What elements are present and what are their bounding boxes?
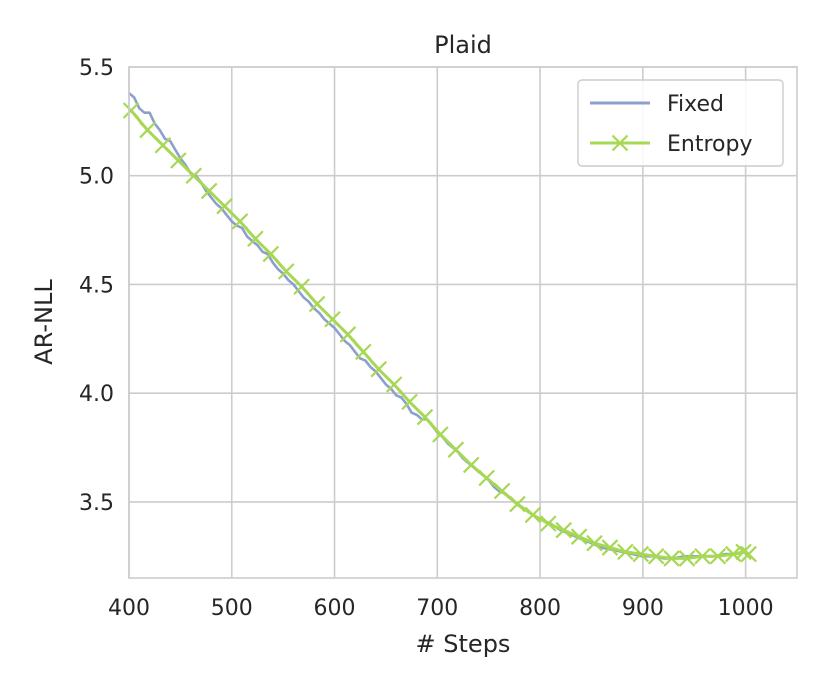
data-point-entropy: [293, 278, 310, 295]
data-point-entropy: [370, 360, 388, 378]
data-point-entropy: [324, 310, 341, 328]
chart-title: Plaid: [434, 31, 492, 59]
data-point-entropy: [678, 550, 696, 567]
data-point-entropy: [416, 408, 434, 426]
data-point-entropy: [262, 245, 280, 263]
data-point-entropy: [200, 182, 218, 200]
data-point-entropy: [432, 426, 449, 443]
data-point-entropy: [601, 539, 619, 556]
data-point-entropy: [524, 506, 542, 524]
data-point-entropy: [339, 326, 357, 343]
data-point-entropy: [277, 263, 295, 280]
x-tick-label: 500: [211, 596, 253, 621]
data-point-entropy: [647, 547, 665, 565]
data-point-entropy: [478, 469, 495, 487]
data-point-entropy: [735, 543, 752, 561]
data-point-entropy: [709, 547, 727, 565]
legend-marker-entropy: [611, 134, 629, 152]
data-point-entropy: [308, 295, 326, 313]
x-tick-label: 400: [108, 596, 150, 621]
x-axis-label: # Steps: [416, 630, 511, 658]
data-point-entropy: [617, 543, 634, 561]
data-point-entropy: [694, 547, 711, 565]
plot-series: [122, 92, 757, 567]
data-point-entropy: [231, 213, 249, 230]
legend-label-entropy: Entropy: [667, 132, 752, 157]
y-axis-label: AR-NLL: [30, 279, 58, 365]
plot-frame: [128, 66, 798, 579]
y-tick-label: 3.5: [79, 491, 114, 516]
y-tick-label: 4.0: [79, 382, 114, 407]
y-tick-labels: 3.5 4.0 4.5 5.0 5.5: [79, 56, 114, 516]
data-point-entropy: [355, 343, 372, 361]
data-point-entropy: [509, 495, 526, 513]
data-point-entropy: [401, 393, 418, 411]
data-point-entropy: [154, 137, 172, 154]
x-tick-label: 600: [314, 596, 356, 621]
data-point-entropy: [185, 167, 203, 185]
data-point-entropy: [139, 121, 156, 139]
x-tick-label: 800: [519, 596, 561, 621]
series-entropy: [122, 102, 757, 567]
data-point-entropy: [555, 521, 572, 539]
data-point-entropy: [725, 545, 742, 563]
data-point-entropy: [447, 441, 465, 458]
data-point-entropy: [740, 545, 757, 563]
data-point-entropy: [170, 152, 187, 169]
data-point-entropy: [493, 482, 511, 500]
data-point-entropy: [122, 102, 140, 119]
x-tick-label: 900: [622, 596, 664, 621]
x-tick-label: 1000: [718, 596, 774, 621]
y-tick-label: 4.5: [79, 273, 114, 298]
data-point-entropy: [385, 376, 403, 393]
data-point-entropy: [663, 550, 680, 567]
data-point-entropy: [632, 545, 650, 563]
data-point-entropy: [540, 515, 557, 532]
x-tick-label: 700: [416, 596, 458, 621]
data-point-entropy: [462, 456, 480, 474]
y-tick-label: 5.5: [79, 56, 114, 81]
data-point-entropy: [247, 230, 264, 248]
legend: Fixed Entropy: [577, 79, 784, 167]
series-line-entropy: [129, 109, 750, 560]
data-point-entropy: [216, 197, 233, 215]
y-tick-label: 5.0: [79, 165, 114, 190]
x-tick-labels: 400 500 600 700 800 900 1000: [108, 596, 774, 621]
legend-label-fixed: Fixed: [667, 92, 724, 117]
data-point-entropy: [570, 528, 588, 545]
data-point-entropy: [586, 534, 603, 552]
